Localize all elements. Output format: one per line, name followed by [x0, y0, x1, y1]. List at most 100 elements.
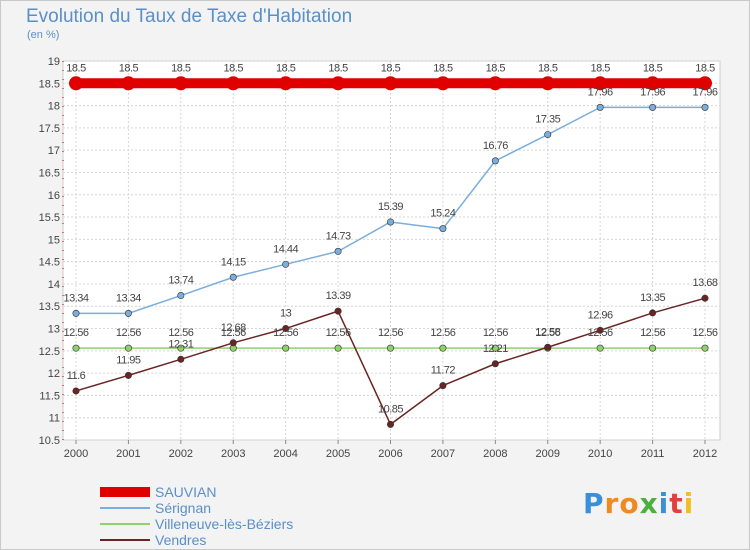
data-point	[701, 103, 709, 111]
data-label: 12.56	[221, 327, 246, 339]
x-tick-label: 2010	[588, 448, 612, 460]
y-tick-label: 13	[48, 324, 60, 336]
y-tick-label: 16.5	[39, 167, 60, 179]
data-label: 18.5	[66, 62, 86, 74]
x-tick-label: 2011	[641, 448, 665, 460]
data-label: 12.56	[326, 327, 351, 339]
data-point	[491, 360, 499, 368]
data-point	[69, 76, 83, 91]
data-label: 11.72	[431, 365, 456, 377]
logo-letter: i	[658, 487, 670, 520]
data-point	[544, 343, 552, 351]
data-label: 18.5	[538, 62, 558, 74]
data-point	[649, 344, 657, 352]
data-label: 12.56	[168, 327, 193, 339]
data-label: 17.96	[692, 86, 717, 98]
data-point	[386, 420, 394, 428]
data-label: 13.34	[63, 292, 88, 304]
data-label: 12.21	[483, 343, 508, 355]
data-label: 12.31	[168, 338, 193, 350]
plot-area	[62, 60, 721, 441]
y-tick-label: 10.5	[39, 435, 60, 447]
legend-swatch	[100, 507, 150, 509]
proxiti-logo: Proxiti	[583, 487, 694, 520]
legend-label: Villeneuve-lès-Béziers	[155, 516, 294, 532]
data-label: 12.56	[692, 327, 717, 339]
data-point	[593, 76, 608, 91]
data-label: 17.35	[535, 114, 560, 126]
data-point	[278, 76, 293, 91]
data-point	[701, 344, 709, 352]
data-label: 10.85	[378, 403, 403, 415]
data-point	[331, 76, 346, 91]
data-point	[439, 225, 447, 233]
data-label: 12.56	[63, 327, 88, 339]
logo-letter: r	[604, 487, 620, 520]
data-label: 15.24	[430, 208, 455, 220]
data-point	[386, 344, 394, 352]
x-tick-label: 2009	[536, 448, 560, 460]
logo-letter: i	[683, 487, 695, 520]
data-label: 12.56	[535, 327, 560, 339]
chart-title: Evolution du Taux de Taxe d'Habitation	[26, 6, 353, 27]
data-label: 17.96	[588, 86, 613, 98]
data-point	[334, 247, 342, 255]
x-tick-label: 2004	[273, 448, 297, 460]
data-label: 18.5	[171, 62, 191, 74]
data-point	[649, 309, 657, 317]
data-point	[596, 326, 604, 334]
logo-letter: o	[619, 487, 640, 520]
data-point	[596, 344, 604, 352]
y-tick-label: 11	[49, 413, 60, 425]
data-point	[334, 344, 342, 352]
legend-label: SAUVIAN	[155, 484, 217, 500]
data-point	[124, 344, 132, 352]
data-label: 18.5	[119, 62, 139, 74]
data-point	[383, 76, 398, 91]
data-point	[435, 76, 450, 91]
data-label: 18.5	[590, 62, 610, 74]
data-label: 18.5	[695, 62, 715, 74]
logo-letter: P	[583, 487, 605, 520]
logo-letter: x	[639, 487, 659, 520]
legend-label: Sérignan	[155, 500, 212, 516]
data-point	[72, 344, 80, 352]
data-label: 13.39	[326, 290, 351, 302]
x-tick-label: 2005	[326, 448, 350, 460]
data-label: 13.74	[168, 275, 193, 287]
legend-swatch	[100, 539, 150, 541]
data-label: 16.76	[483, 140, 508, 152]
y-tick-label: 18.5	[39, 78, 60, 90]
data-point	[177, 355, 185, 363]
data-point	[491, 157, 499, 165]
data-point	[282, 325, 290, 333]
x-tick-label: 2012	[693, 448, 717, 460]
y-tick-label: 14	[48, 279, 60, 291]
data-point	[540, 76, 555, 91]
legend-label: Vendres	[155, 532, 207, 548]
y-tick-label: 14.5	[39, 257, 60, 269]
y-tick-label: 15.5	[39, 212, 60, 224]
data-point	[439, 382, 447, 390]
data-label: 18.5	[276, 62, 296, 74]
data-label: 14.15	[221, 256, 246, 268]
x-tick-label: 2008	[483, 448, 507, 460]
data-point	[72, 309, 80, 317]
data-point	[386, 218, 394, 226]
data-label: 18.5	[224, 62, 244, 74]
y-tick-label: 12.5	[39, 346, 60, 358]
data-point	[226, 76, 241, 91]
data-label: 15.39	[378, 201, 403, 213]
data-label: 12.58	[535, 326, 560, 338]
data-point	[491, 344, 499, 352]
data-point	[124, 309, 132, 317]
data-point	[177, 292, 185, 300]
data-point	[121, 76, 136, 91]
y-tick-label: 18	[48, 101, 60, 113]
data-point	[544, 131, 552, 139]
data-point	[645, 76, 660, 91]
data-label: 12.56	[483, 327, 508, 339]
data-point	[124, 371, 132, 379]
data-label: 18.5	[643, 62, 663, 74]
data-point	[649, 103, 657, 111]
